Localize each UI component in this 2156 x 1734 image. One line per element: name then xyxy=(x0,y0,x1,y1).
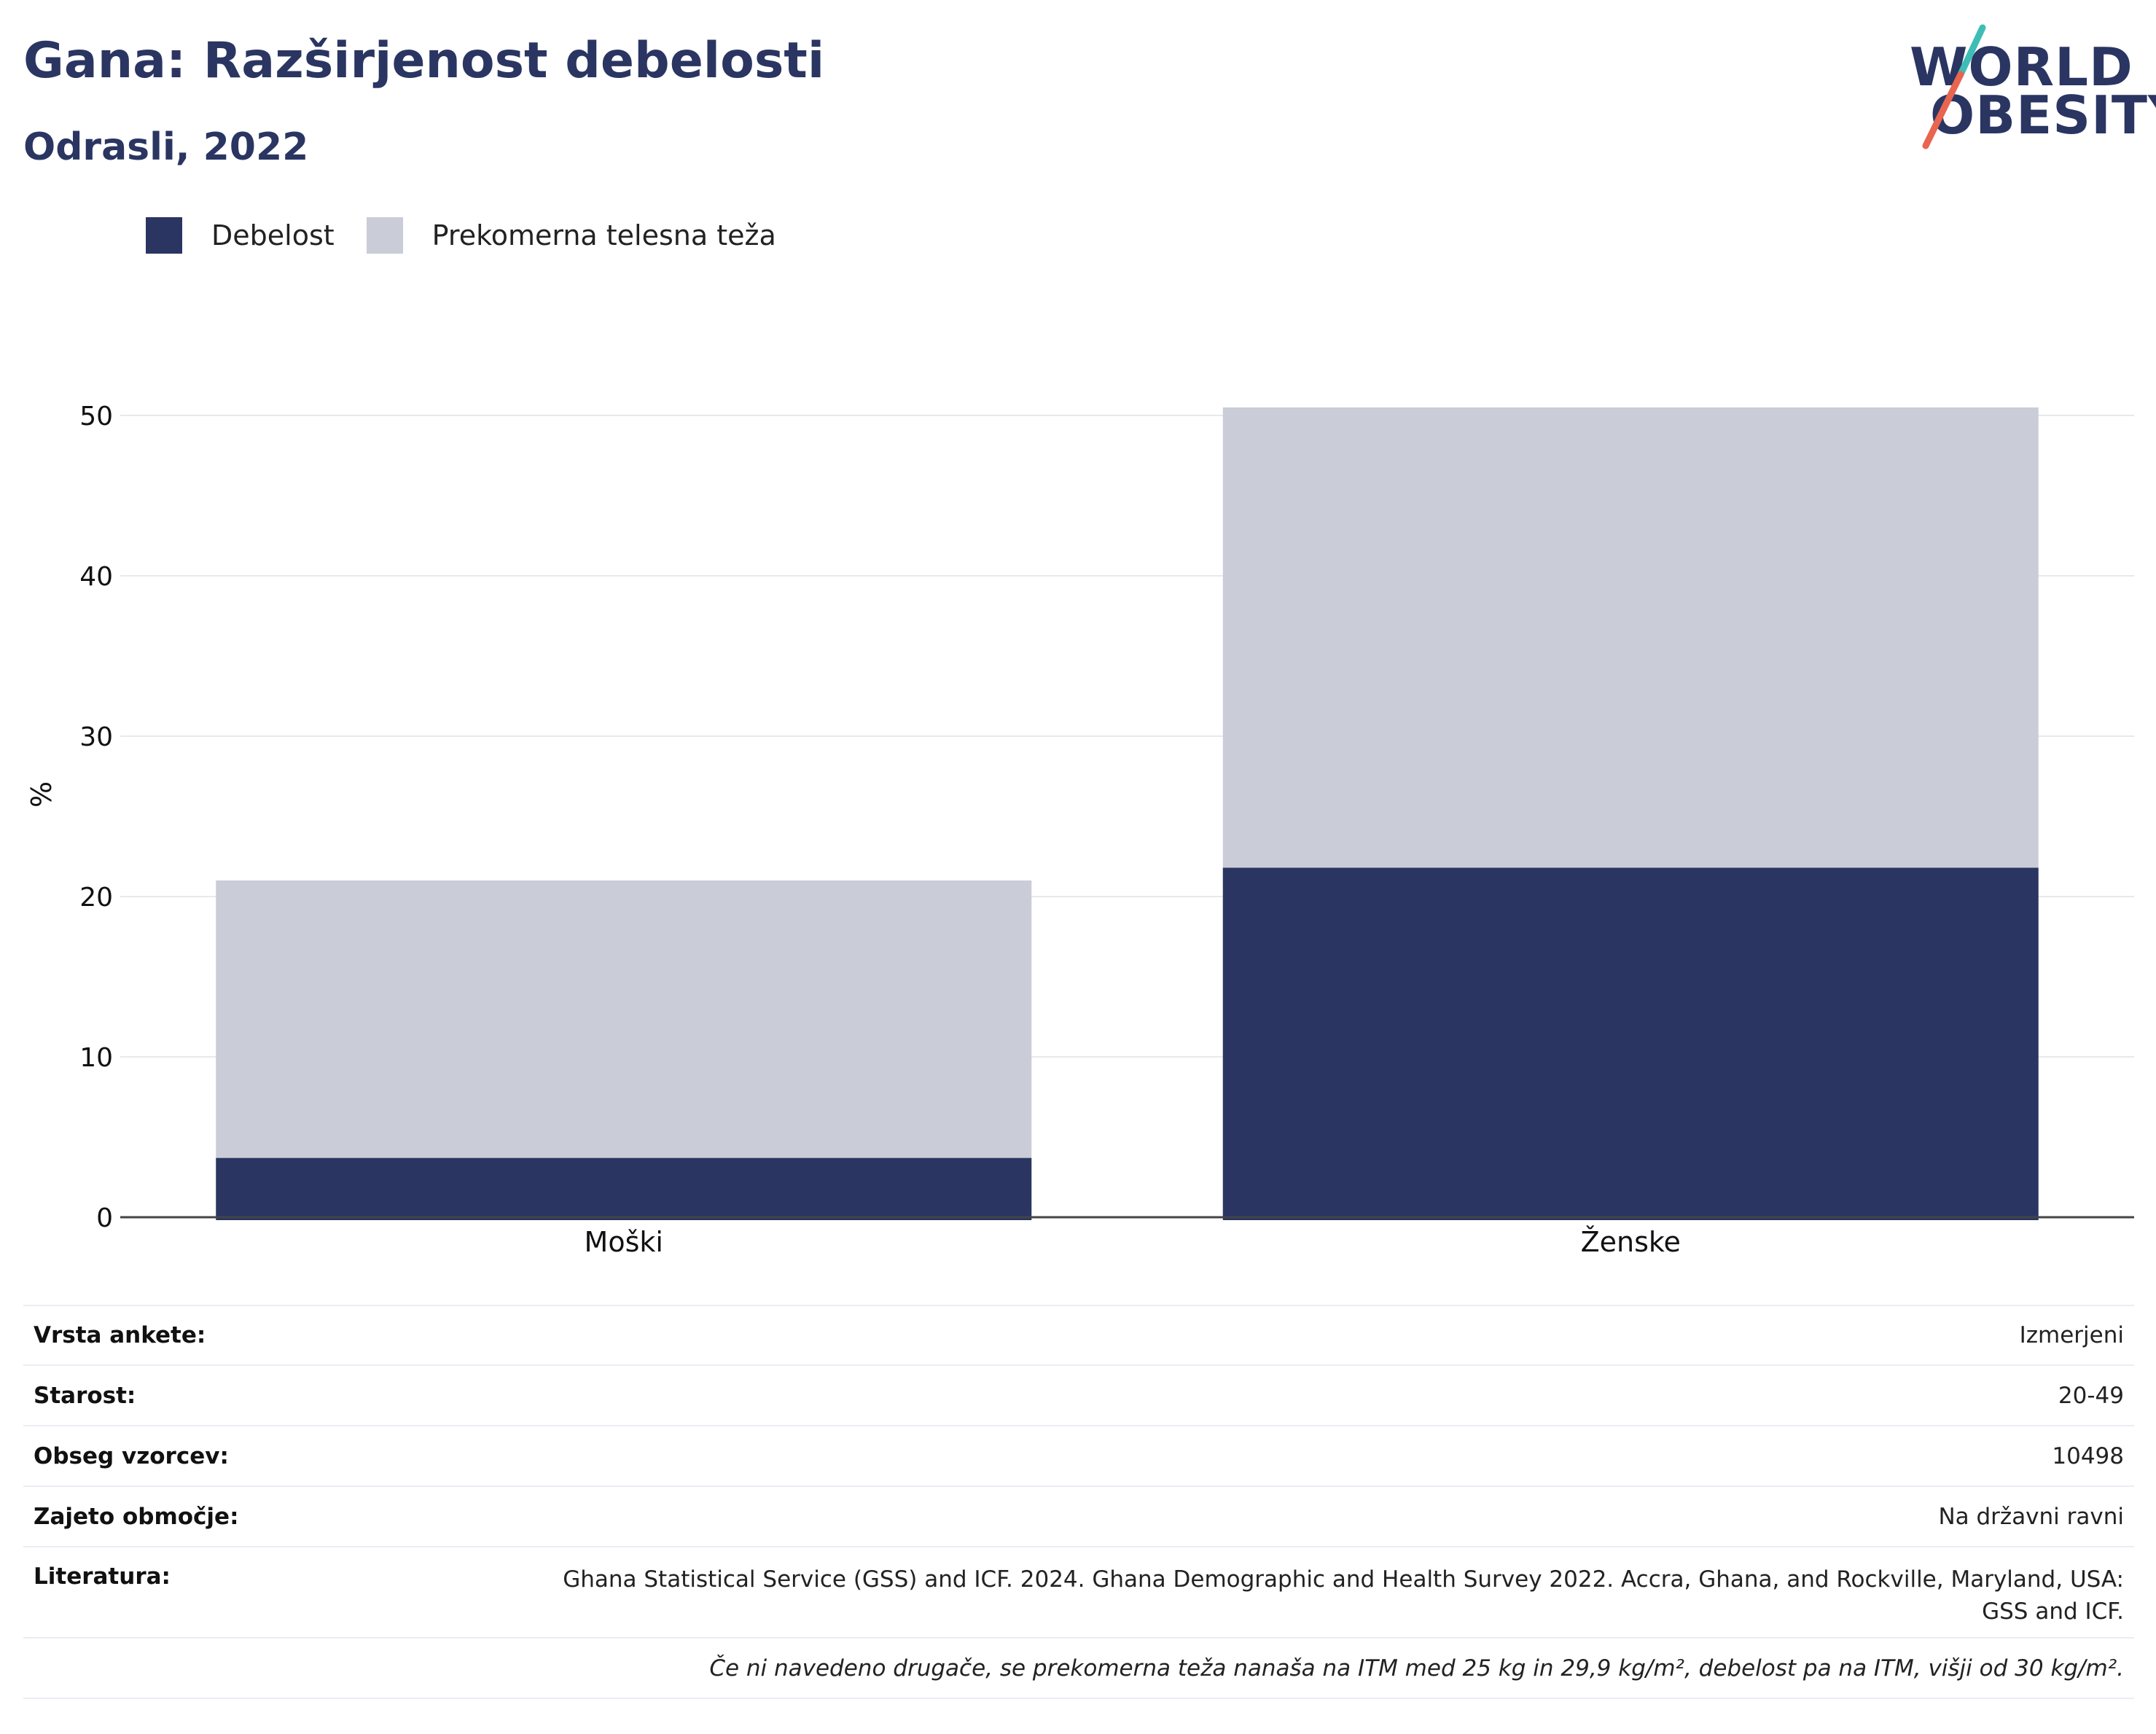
info-value: Izmerjeni xyxy=(2019,1322,2124,1348)
info-row-age: Starost: 20-49 xyxy=(23,1366,2134,1426)
legend-item-debelost[interactable]: Debelost xyxy=(146,217,335,254)
x-tick-label: Moški xyxy=(585,1226,663,1258)
legend-label-prekomerna: Prekomerna telesna teža xyxy=(431,219,776,251)
info-value: 10498 xyxy=(2052,1442,2124,1469)
y-tick-label: 10 xyxy=(79,1043,113,1073)
logo-line-2: OBESITY xyxy=(1930,85,2156,146)
legend-item-prekomerna[interactable]: Prekomerna telesna teža xyxy=(366,217,776,254)
info-row-literature: Literatura: Ghana Statistical Service (G… xyxy=(23,1547,2134,1639)
info-key: Zajeto območje: xyxy=(34,1503,239,1530)
info-key: Obseg vzorcev: xyxy=(34,1442,229,1469)
info-key: Vrsta ankete: xyxy=(34,1322,206,1348)
info-row-note: Če ni navedeno drugače, se prekomerna te… xyxy=(23,1639,2134,1699)
y-axis-label: % xyxy=(26,781,58,808)
chart-title: Gana: Razširjenost debelosti xyxy=(23,32,825,90)
world-obesity-logo: WORLD OBESITY xyxy=(1902,22,2156,153)
bar-prekomerna-0 xyxy=(216,880,1032,1158)
y-tick-label: 20 xyxy=(79,883,113,913)
survey-info-table: Vrsta ankete: Izmerjeni Starost: 20-49 O… xyxy=(23,1305,2134,1699)
stacked-bar-chart: 0 10 20 30 40 50% Moški Ženske xyxy=(26,402,2134,1258)
bar-prekomerna-1 xyxy=(1222,407,2039,868)
y-tick-label: 40 xyxy=(79,562,113,592)
y-tick-label: 30 xyxy=(79,722,113,752)
info-row-sample-size: Obseg vzorcev: 10498 xyxy=(23,1426,2134,1487)
logo-line-1: WORLD xyxy=(1910,36,2133,98)
y-tick-label: 50 xyxy=(79,402,113,431)
logo-slash-icon xyxy=(1922,24,1986,149)
chart-subtitle: Odrasli, 2022 xyxy=(23,125,309,169)
legend-swatch-prekomerna xyxy=(366,217,403,254)
info-row-survey-type: Vrsta ankete: Izmerjeni xyxy=(23,1305,2134,1366)
info-value: 20-49 xyxy=(2058,1382,2124,1409)
legend-label-debelost: Debelost xyxy=(211,219,335,251)
bar-debelost-1 xyxy=(1222,867,2039,1220)
info-key: Literatura: xyxy=(34,1563,171,1590)
bar-debelost-0 xyxy=(216,1157,1032,1220)
definition-note: Če ni navedeno drugače, se prekomerna te… xyxy=(709,1655,2124,1682)
info-key: Starost: xyxy=(34,1382,136,1409)
info-row-coverage: Zajeto območje: Na državni ravni xyxy=(23,1487,2134,1547)
y-tick-label: 0 xyxy=(96,1203,113,1233)
info-value: Na državni ravni xyxy=(1938,1503,2124,1530)
chart-legend: Debelost Prekomerna telesna teža xyxy=(146,216,808,255)
x-tick-label: Ženske xyxy=(1581,1226,1681,1258)
legend-swatch-debelost xyxy=(146,217,182,254)
info-value: Ghana Statistical Service (GSS) and ICF.… xyxy=(563,1566,2124,1625)
